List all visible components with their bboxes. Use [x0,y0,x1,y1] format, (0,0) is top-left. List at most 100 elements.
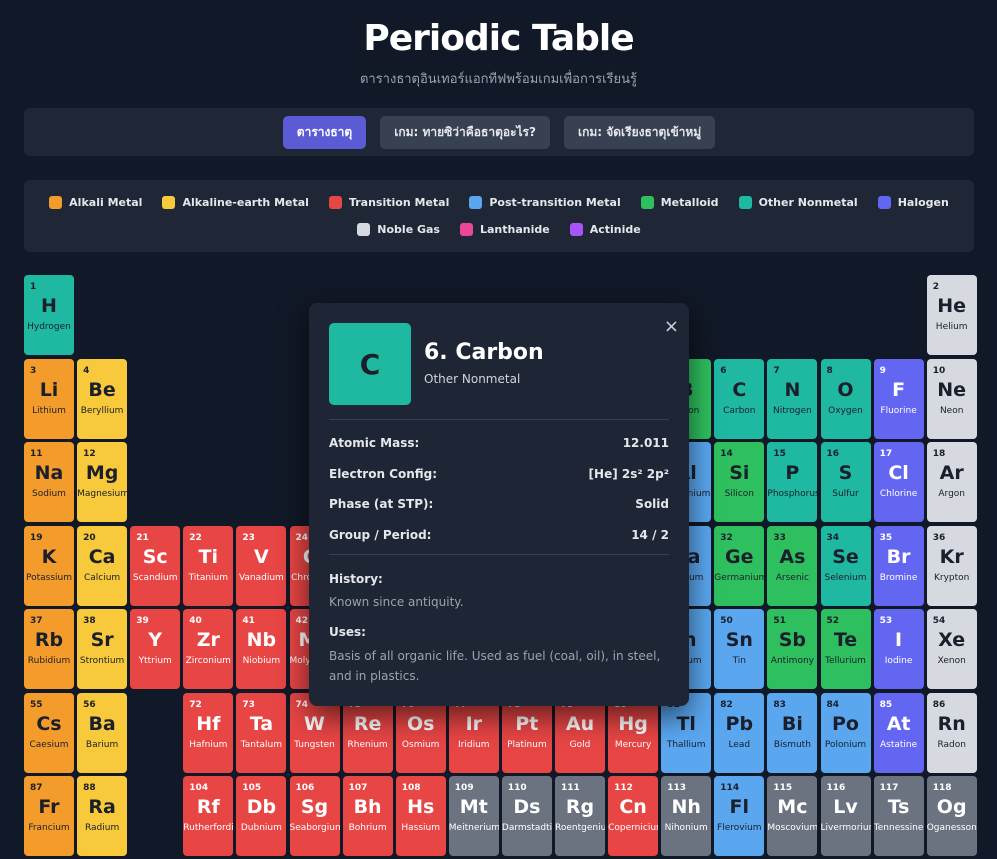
atomic-number: 82 [720,699,733,710]
element-cell[interactable]: 7 N Nitrogen [767,358,818,439]
element-cell[interactable]: 17 Cl Chlorine [873,442,924,522]
element-symbol: Cn [619,796,647,818]
element-cell[interactable]: 12 Mg Magnesium [77,442,128,522]
element-cell[interactable]: 35 Br Bromine [873,525,924,606]
element-cell[interactable]: 117 Ts Tennessine [873,776,924,856]
element-cell[interactable]: 107 Bh Bohrium [342,776,393,856]
atomic-number: 53 [879,616,893,626]
element-symbol: Si [729,462,750,484]
element-cell[interactable]: 9 F Fluorine [873,358,924,439]
element-name: Antimony [770,656,814,666]
element-cell[interactable]: 3 Li Lithium [24,358,74,439]
element-cell[interactable]: 19 K Potassium [24,525,74,606]
element-cell[interactable]: 53 I Iodine [873,609,924,689]
popup-category: Other Nonmetal [424,372,521,386]
element-cell[interactable]: 82 Pb Lead [714,692,765,773]
element-cell[interactable]: 72 Hf Hafnium [183,692,234,773]
element-cell[interactable]: 23 V Vanadium [236,525,287,606]
element-cell[interactable]: 2 He Helium [926,275,977,355]
element-cell[interactable]: 15 P Phosphorus [767,442,818,522]
element-symbol: Ne [937,378,967,401]
element-cell[interactable]: 11 Na Sodium [24,442,74,522]
legend-item[interactable]: Metalloid [640,196,719,209]
element-cell[interactable]: 8 O Oxygen [820,358,871,439]
element-symbol: Og [936,796,967,818]
element-symbol: V [254,545,269,568]
element-cell[interactable]: 39 Y Yttrium [130,609,181,689]
atomic-number: 107 [348,783,368,793]
element-cell[interactable]: 116 Lv Livermorium [820,776,871,856]
legend-item[interactable]: Lanthanide [459,223,550,236]
element-name: Astatine [880,739,918,750]
legend-item[interactable]: Actinide [569,223,641,236]
element-cell[interactable]: 115 Mc Moscovium [767,776,818,856]
element-cell[interactable]: 33 As Arsenic [767,525,818,606]
element-cell[interactable]: 106 Sg Seaborgium [289,776,340,856]
legend-item[interactable]: Alkaline-earth Metal [162,196,309,209]
element-symbol: Os [406,712,435,735]
element-cell[interactable]: 109 Mt Meitnerium [448,776,499,856]
legend-item[interactable]: Halogen [877,196,949,209]
element-cell[interactable]: 114 Fl Flerovium [714,776,765,856]
element-cell[interactable]: 37 Rb Rubidium [24,609,74,689]
legend-label: Noble Gas [377,223,440,236]
legend-swatch [328,196,342,209]
atomic-number: 40 [189,616,202,626]
legend-item[interactable]: Transition Metal [328,196,449,209]
element-cell[interactable]: 105 Db Dubnium [236,776,287,856]
element-symbol: Rf [196,796,220,818]
element-cell[interactable]: 41 Nb Niobium [236,609,287,689]
element-cell[interactable]: 50 Sn Tin [714,609,765,689]
element-cell[interactable]: 81TlThallium [661,692,712,773]
element-cell[interactable]: 54 Xe Xenon [926,609,977,689]
legend-item[interactable]: Noble Gas [357,223,440,236]
element-cell[interactable]: 87 Fr Francium [24,776,74,856]
element-symbol: Bi [781,712,803,735]
element-cell[interactable]: 36 Kr Krypton [926,525,977,606]
element-cell[interactable]: 32 Ge Germanium [714,525,765,606]
element-cell[interactable]: 86 Rn Radon [926,692,977,773]
nav-tab[interactable]: เกม: จัดเรียงธาตุเข้าหมู่ [563,115,716,149]
element-cell[interactable]: 4 Be Beryllium [77,358,128,439]
close-button[interactable]: × [663,316,679,337]
element-cell[interactable]: 38 Sr Strontium [77,609,128,689]
element-cell[interactable]: 118 Og Oganesson [926,776,977,856]
element-cell[interactable]: 34 Se Selenium [820,525,871,606]
element-cell[interactable]: 21 Sc Scandium [130,525,181,606]
element-cell[interactable]: 16 S Sulfur [820,442,871,522]
element-cell[interactable]: 55 Cs Caesium [24,692,74,773]
element-cell[interactable]: 14 Si Silicon [714,442,765,522]
element-cell[interactable]: 88 Ra Radium [77,776,128,856]
element-cell[interactable]: 83 Bi Bismuth [767,692,818,773]
element-cell[interactable]: 40 Zr Zirconium [183,609,234,689]
nav-tab[interactable]: ตารางธาตุ [282,115,367,149]
element-cell[interactable]: 10 Ne Neon [926,358,977,439]
element-cell[interactable]: 113 Nh Nihonium [661,776,712,856]
element-cell[interactable]: 20 Ca Calcium [77,525,128,606]
element-cell[interactable]: 51 Sb Antimony [767,609,818,689]
legend-item[interactable]: Post-transition Metal [469,196,621,209]
element-cell[interactable]: 18 Ar Argon [926,442,977,522]
element-cell[interactable]: 84 Po Polonium [820,692,871,773]
nav-tab[interactable]: เกม: ทายซิว่าคือธาตุอะไร? [380,115,550,149]
element-cell[interactable]: 85 At Astatine [873,692,924,773]
element-cell[interactable]: 108 Hs Hassium [395,776,446,856]
element-cell[interactable]: 111 Rg Roentgenium [555,776,605,856]
element-cell[interactable]: 56 Ba Barium [77,692,128,773]
element-name: Arsenic [775,572,810,583]
element-cell[interactable]: 73 Ta Tantalum [236,692,287,773]
element-cell[interactable]: 6 C Carbon [714,358,765,439]
element-cell[interactable]: 52 Te Tellurium [820,609,871,689]
element-name: Platinum [507,739,547,750]
element-cell[interactable]: 110 Ds Darmstadtium [501,776,552,856]
element-name: Potassium [25,572,72,583]
element-cell[interactable]: 112 Cn Copernicium [608,776,659,856]
element-symbol: Sn [725,629,753,651]
element-cell[interactable]: 1 H Hydrogen [24,275,74,355]
uses-label: Uses: [329,625,366,639]
legend-item[interactable]: Alkali Metal [49,196,142,209]
legend-item[interactable]: Other Nonmetal [738,196,858,209]
element-cell[interactable]: 22 Ti Titanium [183,525,234,606]
element-cell[interactable]: 104 Rf Rutherfordium [183,776,234,856]
legend-label: Alkali Metal [69,196,143,209]
